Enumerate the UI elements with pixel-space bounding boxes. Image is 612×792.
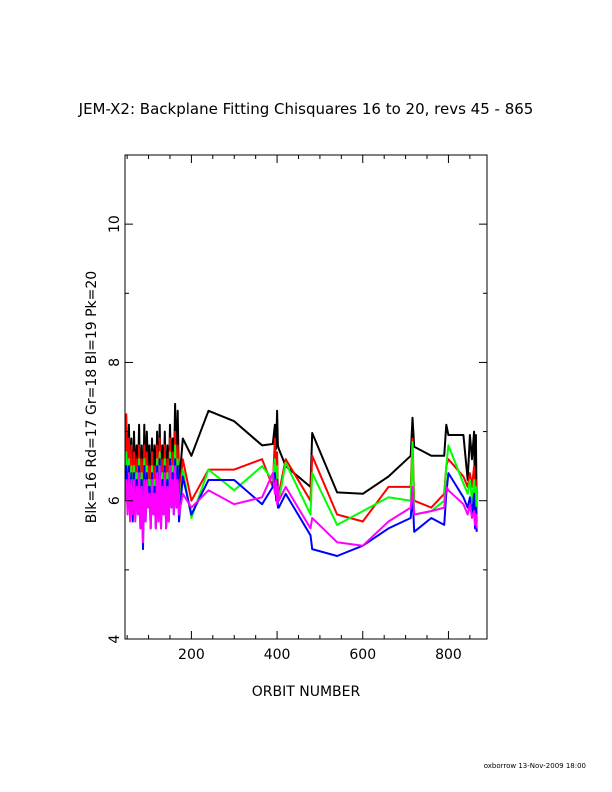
y-tick-label: 8 [107, 358, 123, 367]
x-tick-label: 800 [435, 647, 462, 663]
footer-credit: oxborrow 13-Nov-2009 18:00 [484, 762, 586, 770]
y-tick-label: 4 [107, 634, 123, 643]
x-tick-label: 400 [264, 647, 291, 663]
y-tick-label: 10 [107, 215, 123, 233]
y-axis-label: Blk=16 Rd=17 Gr=18 Bl=19 Pk=20 [84, 271, 100, 523]
plot-frame [124, 154, 488, 640]
series-line-5 [125, 465, 478, 547]
x-tick-label: 200 [178, 647, 205, 663]
x-tick-label: 600 [349, 647, 376, 663]
chart-title: JEM-X2: Backplane Fitting Chisquares 16 … [78, 100, 534, 118]
y-tick-label: 6 [107, 496, 123, 505]
x-axis-label: ORBIT NUMBER [252, 684, 361, 700]
